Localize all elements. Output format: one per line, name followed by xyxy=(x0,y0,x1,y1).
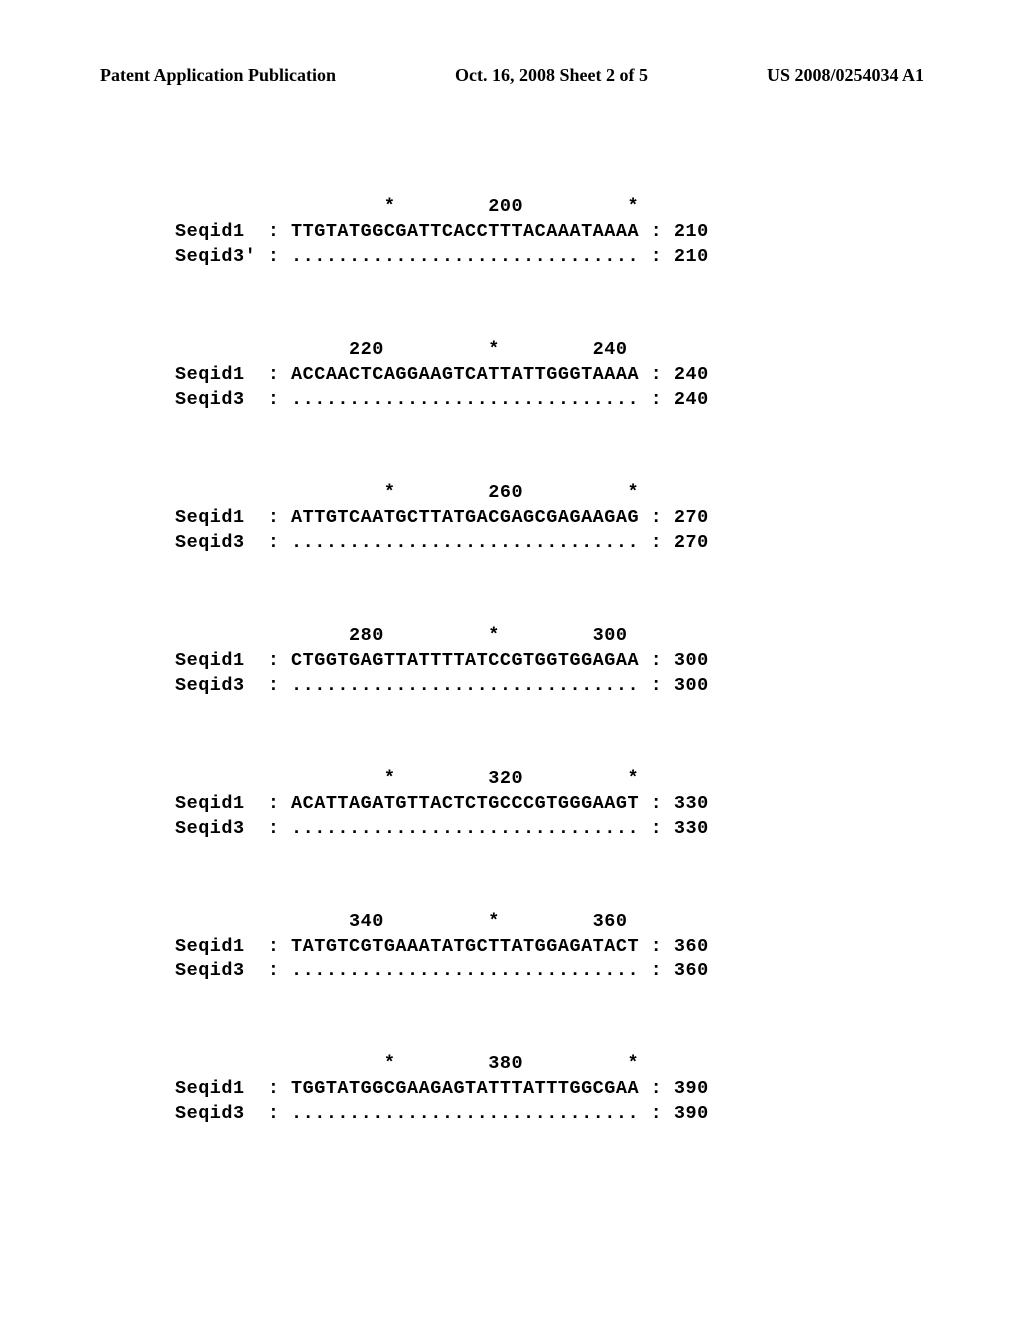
alignment-block: * 380 *Seqid1 : TGGTATGGCGAAGAGTATTTATTT… xyxy=(175,1052,709,1127)
seq3-line: Seqid3 : .............................. … xyxy=(175,959,709,984)
seq3-line: Seqid3 : .............................. … xyxy=(175,674,709,699)
seq3-line: Seqid3' : ..............................… xyxy=(175,245,709,270)
ruler-line: * 260 * xyxy=(175,481,709,506)
ruler-line: * 320 * xyxy=(175,767,709,792)
sequence-alignment: * 200 *Seqid1 : TTGTATGGCGATTCACCTTTACAA… xyxy=(175,195,709,1195)
ruler-line: 220 * 240 xyxy=(175,338,709,363)
header-right-text: US 2008/0254034 A1 xyxy=(767,65,924,86)
alignment-block: 340 * 360Seqid1 : TATGTCGTGAAATATGCTTATG… xyxy=(175,910,709,985)
header-left-text: Patent Application Publication xyxy=(100,65,336,86)
seq1-line: Seqid1 : ACCAACTCAGGAAGTCATTATTGGGTAAAA … xyxy=(175,363,709,388)
seq3-line: Seqid3 : .............................. … xyxy=(175,817,709,842)
header-center-text: Oct. 16, 2008 Sheet 2 of 5 xyxy=(455,65,648,86)
ruler-line: * 380 * xyxy=(175,1052,709,1077)
alignment-block: * 200 *Seqid1 : TTGTATGGCGATTCACCTTTACAA… xyxy=(175,195,709,270)
seq1-line: Seqid1 : TATGTCGTGAAATATGCTTATGGAGATACT … xyxy=(175,935,709,960)
seq1-line: Seqid1 : ACATTAGATGTTACTCTGCCCGTGGGAAGT … xyxy=(175,792,709,817)
ruler-line: 340 * 360 xyxy=(175,910,709,935)
alignment-block: * 320 *Seqid1 : ACATTAGATGTTACTCTGCCCGTG… xyxy=(175,767,709,842)
ruler-line: 280 * 300 xyxy=(175,624,709,649)
seq3-line: Seqid3 : .............................. … xyxy=(175,388,709,413)
seq1-line: Seqid1 : TGGTATGGCGAAGAGTATTTATTTGGCGAA … xyxy=(175,1077,709,1102)
alignment-block: 220 * 240Seqid1 : ACCAACTCAGGAAGTCATTATT… xyxy=(175,338,709,413)
seq3-line: Seqid3 : .............................. … xyxy=(175,531,709,556)
page-header: Patent Application Publication Oct. 16, … xyxy=(0,65,1024,86)
seq3-line: Seqid3 : .............................. … xyxy=(175,1102,709,1127)
seq1-line: Seqid1 : TTGTATGGCGATTCACCTTTACAAATAAAA … xyxy=(175,220,709,245)
ruler-line: * 200 * xyxy=(175,195,709,220)
alignment-block: 280 * 300Seqid1 : CTGGTGAGTTATTTTATCCGTG… xyxy=(175,624,709,699)
seq1-line: Seqid1 : ATTGTCAATGCTTATGACGAGCGAGAAGAG … xyxy=(175,506,709,531)
alignment-block: * 260 *Seqid1 : ATTGTCAATGCTTATGACGAGCGA… xyxy=(175,481,709,556)
seq1-line: Seqid1 : CTGGTGAGTTATTTTATCCGTGGTGGAGAA … xyxy=(175,649,709,674)
